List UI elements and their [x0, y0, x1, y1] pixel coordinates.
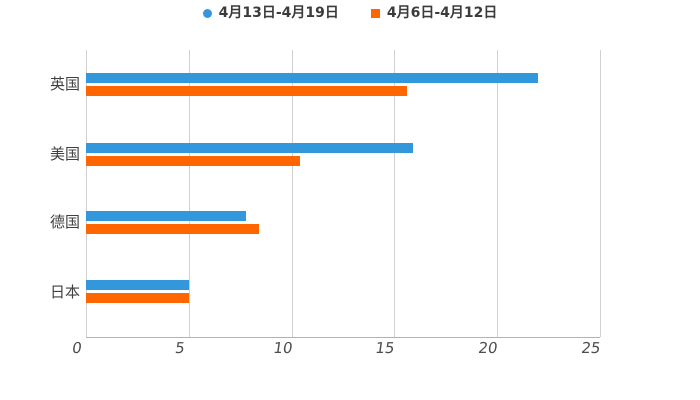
legend: 4月13日-4月19日 4月6日-4月12日	[0, 5, 700, 21]
x-tick-label: 5	[173, 339, 186, 357]
bar-previous-week	[86, 293, 189, 303]
category-label: 英国	[49, 75, 80, 93]
bar-previous-week	[86, 223, 259, 234]
x-tick-label: 20	[477, 339, 499, 357]
legend-item-apr6-apr12[interactable]: 4月6日-4月12日	[370, 5, 498, 21]
bar-current-week	[86, 280, 189, 290]
category-label: 美国	[49, 145, 80, 163]
plot-area	[86, 50, 601, 338]
x-tick-label: 0	[70, 339, 84, 357]
bar-current-week	[86, 72, 539, 83]
bar-previous-week	[86, 85, 407, 96]
category-label: 日本	[49, 282, 80, 301]
bar-current-week	[86, 142, 413, 153]
gridline	[497, 50, 499, 337]
x-tick-label: 10	[271, 339, 294, 357]
gridline	[600, 50, 601, 337]
legend-square-marker-icon	[370, 8, 380, 18]
bar-previous-week	[86, 155, 300, 166]
legend-item-apr13-apr19[interactable]: 4月13日-4月19日	[202, 5, 339, 21]
legend-label: 4月6日-4月12日	[386, 5, 498, 21]
gridline	[394, 50, 396, 337]
category-label: 德国	[49, 213, 80, 231]
gridline	[291, 50, 293, 337]
legend-circle-marker-icon	[202, 8, 212, 18]
legend-label: 4月13日-4月19日	[218, 5, 339, 21]
x-tick-label: 15	[374, 339, 397, 357]
gridline	[188, 50, 190, 337]
bar-current-week	[86, 210, 247, 221]
x-tick-label: 25	[580, 339, 602, 357]
gridline	[86, 50, 87, 337]
